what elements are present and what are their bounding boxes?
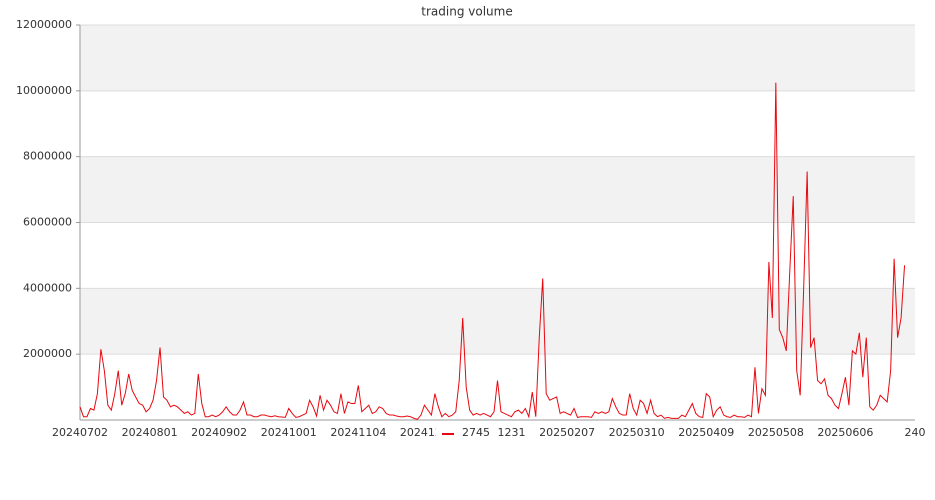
y-tick-label: 10000000: [16, 84, 72, 97]
legend-box: [436, 424, 498, 442]
x-tick-label: 20250207: [539, 426, 595, 439]
legend-label: 2745: [462, 426, 490, 439]
x-tick-label: 20250310: [609, 426, 665, 439]
grid-band: [80, 156, 915, 223]
x-tick-label: 20241001: [261, 426, 317, 439]
x-tick-label: 20250606: [817, 426, 873, 439]
x-tick-label: 20240702: [52, 426, 108, 439]
x-tick-label: 20240801: [122, 426, 178, 439]
x-tick-label: 20250508: [748, 426, 804, 439]
x-tick-label: 240: [905, 426, 926, 439]
legend: 2745: [436, 424, 498, 442]
y-tick-label: 4000000: [23, 281, 72, 294]
chart-title: trading volume: [421, 5, 512, 19]
y-tick-label: 2000000: [23, 347, 72, 360]
x-tick-label: 20240902: [191, 426, 247, 439]
x-tick-label: 20241104: [330, 426, 386, 439]
grid-band: [80, 288, 915, 355]
y-tick-label: 12000000: [16, 18, 72, 31]
y-tick-label: 8000000: [23, 150, 72, 163]
x-tick-label: 20250409: [678, 426, 734, 439]
grid-band: [80, 25, 915, 91]
series-line: [79, 82, 906, 420]
y-tick-label: 6000000: [23, 216, 72, 229]
